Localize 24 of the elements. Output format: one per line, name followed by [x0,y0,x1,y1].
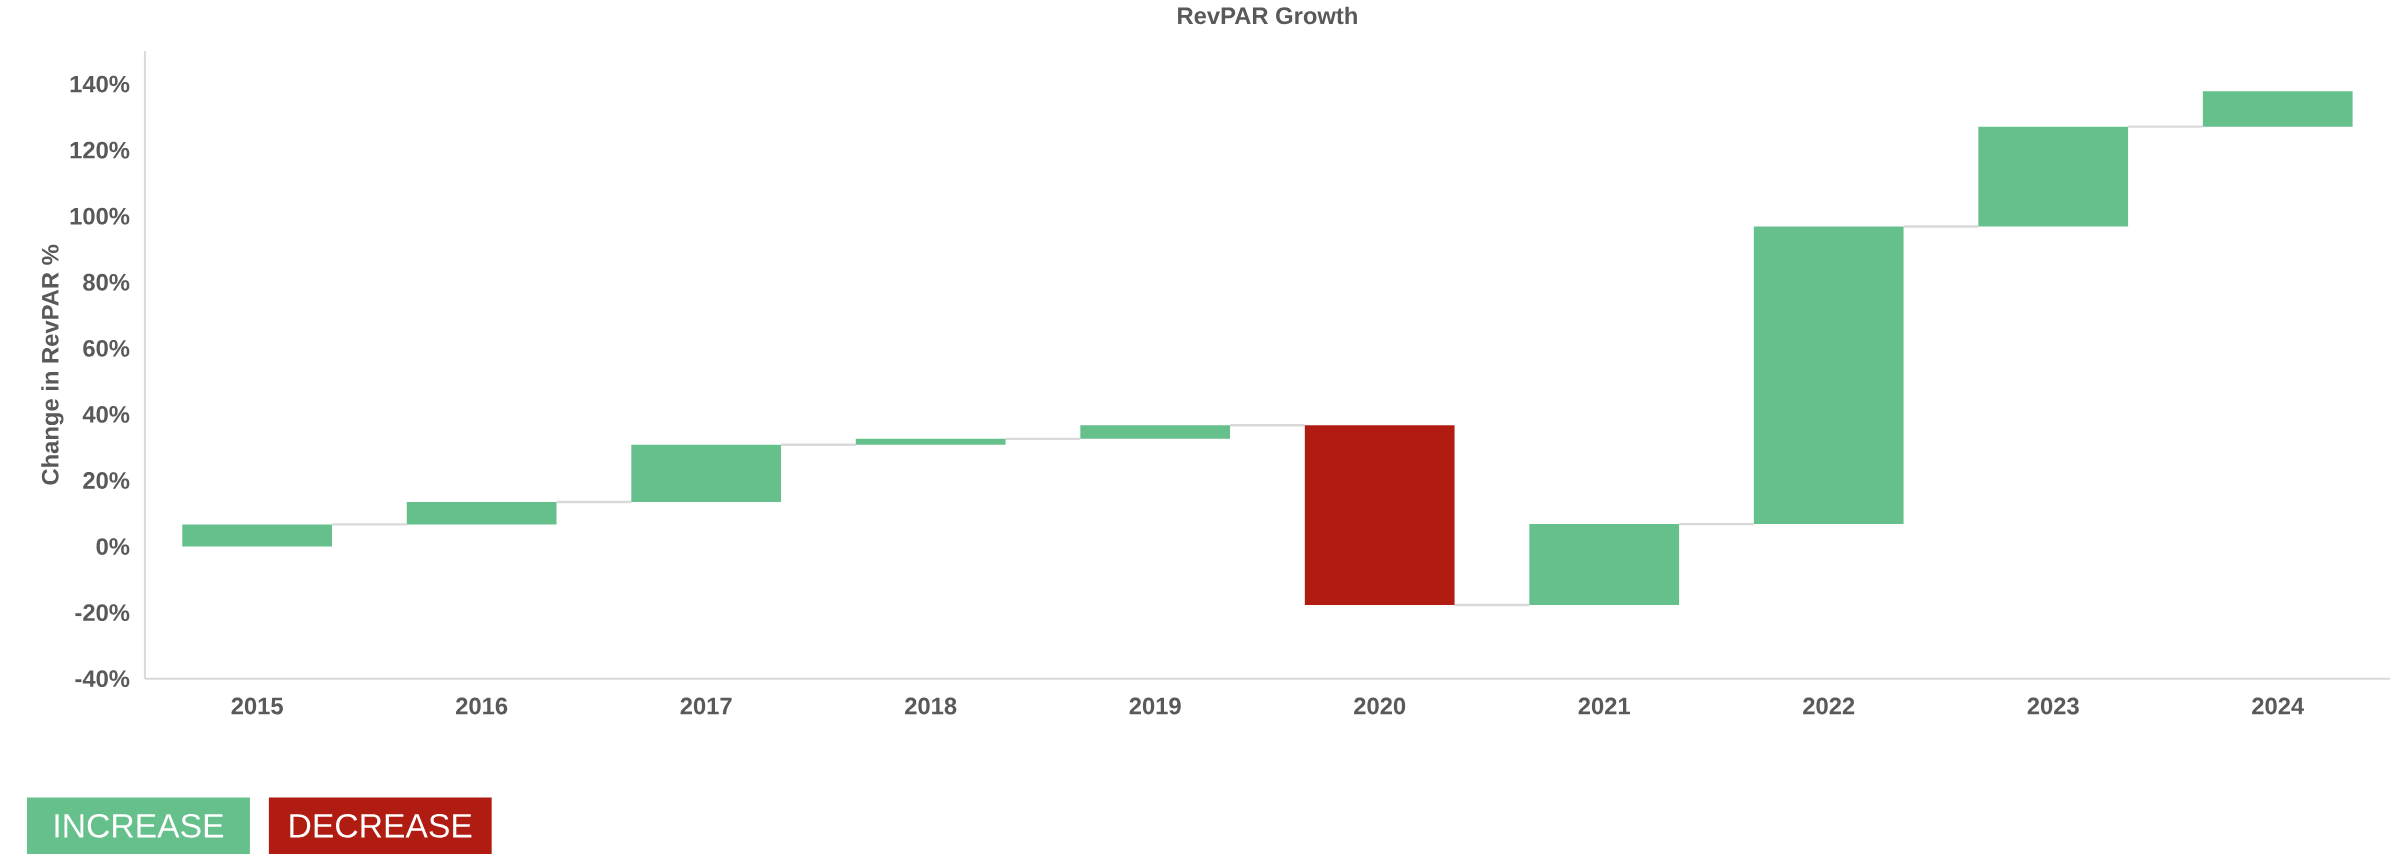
y-tick-label: 0% [96,538,130,555]
y-tick-label: -20% [75,604,130,621]
y-tick-label: 80% [83,273,130,291]
x-tick-label: 2019 [1129,697,1181,715]
y-axis-title: Change in RevPAR % [41,244,64,485]
x-tick-label: 2016 [456,697,508,715]
text: DECREASE [290,813,472,838]
x-tick-label: 2022 [1803,697,1855,715]
x-tick-label: 2023 [2027,697,2079,715]
x-tick-label: 2018 [905,697,957,715]
x-tick-label: 2020 [1354,697,1406,715]
y-tick-label: 40% [82,405,130,423]
x-tick-label: 2024 [2252,697,2305,715]
y-tick-label: 140% [70,75,130,93]
y-tick-label: 20% [83,472,130,489]
x-tick-label: 2021 [1578,697,1630,715]
y-tick-label: 60% [83,339,130,357]
x-tick-label: 2015 [231,697,283,715]
x-tick-label: 2017 [680,697,732,715]
text: INCREASE [55,813,224,838]
y-tick-label: 120% [70,141,130,159]
y-tick-label: 100% [70,207,130,225]
y-tick-label: -40% [75,670,130,688]
chart-title: RevPAR Growth [1178,6,1357,25]
